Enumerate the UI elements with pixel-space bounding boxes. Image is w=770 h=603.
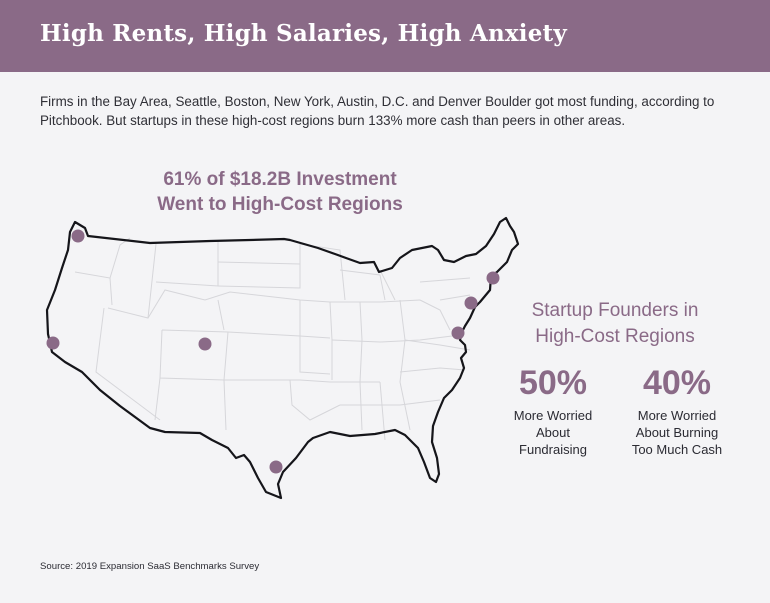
header-banner: High Rents, High Salaries, High Anxiety: [0, 0, 770, 72]
stat-label-line: More Worried: [513, 408, 593, 423]
stat-label-line: More Worried: [637, 408, 717, 423]
state-border-line: [154, 377, 161, 421]
state-border-line: [399, 299, 411, 431]
state-border-line: [159, 329, 229, 381]
state-borders: [74, 237, 471, 441]
stat-label: More Worried About Burning Too Much Cash: [622, 407, 732, 458]
state-border-line: [419, 277, 471, 283]
marker-denver-boulder[interactable]: [198, 337, 212, 351]
intro-text: Firms in the Bay Area, Seattle, Boston, …: [40, 94, 715, 128]
map-headline-line-1: 61% of $18.2B Investment: [163, 169, 397, 190]
state-border-line: [223, 379, 227, 431]
state-border-line: [439, 294, 471, 301]
stat-label-line: About: [536, 425, 570, 440]
marker-new-york[interactable]: [464, 296, 478, 310]
map-headline-line-2: Went to High-Cost Regions: [157, 194, 403, 215]
founders-heading-line-2: High-Cost Regions: [535, 326, 695, 347]
stat-fundraising: 50% More Worried About Fundraising: [498, 363, 608, 458]
state-border-line: [329, 301, 333, 380]
state-border-line: [217, 261, 301, 265]
state-border-line: [107, 289, 421, 319]
state-border-line: [299, 300, 331, 375]
state-border-line: [331, 334, 461, 343]
founders-heading-line-1: Startup Founders in: [531, 300, 699, 321]
marker-seattle[interactable]: [71, 229, 85, 243]
stat-value: 40%: [642, 364, 712, 402]
stat-label-line: About Burning: [635, 425, 719, 440]
stat-label: More Worried About Fundraising: [498, 407, 608, 458]
state-border-line: [155, 240, 219, 287]
map-headline: 61% of $18.2B Investment Went to High-Co…: [120, 167, 440, 217]
page-title: High Rents, High Salaries, High Anxiety: [40, 20, 567, 47]
state-border-line: [227, 331, 331, 339]
state-border-line: [359, 301, 363, 431]
state-border-line: [74, 271, 113, 306]
stat-label-line: Too Much Cash: [631, 442, 723, 457]
stat-value: 50%: [518, 364, 588, 402]
us-outline: [45, 216, 520, 500]
state-border-line: [147, 243, 157, 319]
source-note: Source: 2019 Expansion SaaS Benchmarks S…: [40, 561, 260, 572]
state-border-line: [340, 399, 441, 406]
state-border-line: [109, 237, 131, 279]
state-border-line: [379, 269, 396, 301]
state-border-line: [399, 367, 466, 373]
stat-label-line: Fundraising: [519, 442, 587, 457]
marker-bay-area[interactable]: [46, 336, 60, 350]
state-border-line: [224, 379, 380, 383]
state-border-line: [339, 269, 386, 301]
state-border-line: [299, 243, 346, 301]
state-border-line: [95, 307, 161, 421]
state-border-line: [217, 299, 225, 331]
marker-austin[interactable]: [269, 460, 283, 474]
marker-boston[interactable]: [486, 271, 500, 285]
founders-heading: Startup Founders in High-Cost Regions: [505, 298, 725, 350]
state-border-line: [379, 381, 386, 441]
marker-dc[interactable]: [451, 326, 465, 340]
region-markers: [46, 229, 500, 474]
state-border-line: [289, 379, 341, 421]
stat-cash-burn: 40% More Worried About Burning Too Much …: [622, 363, 732, 458]
state-border-line: [419, 299, 451, 331]
state-border-line: [217, 244, 301, 289]
state-border-line: [404, 339, 471, 351]
